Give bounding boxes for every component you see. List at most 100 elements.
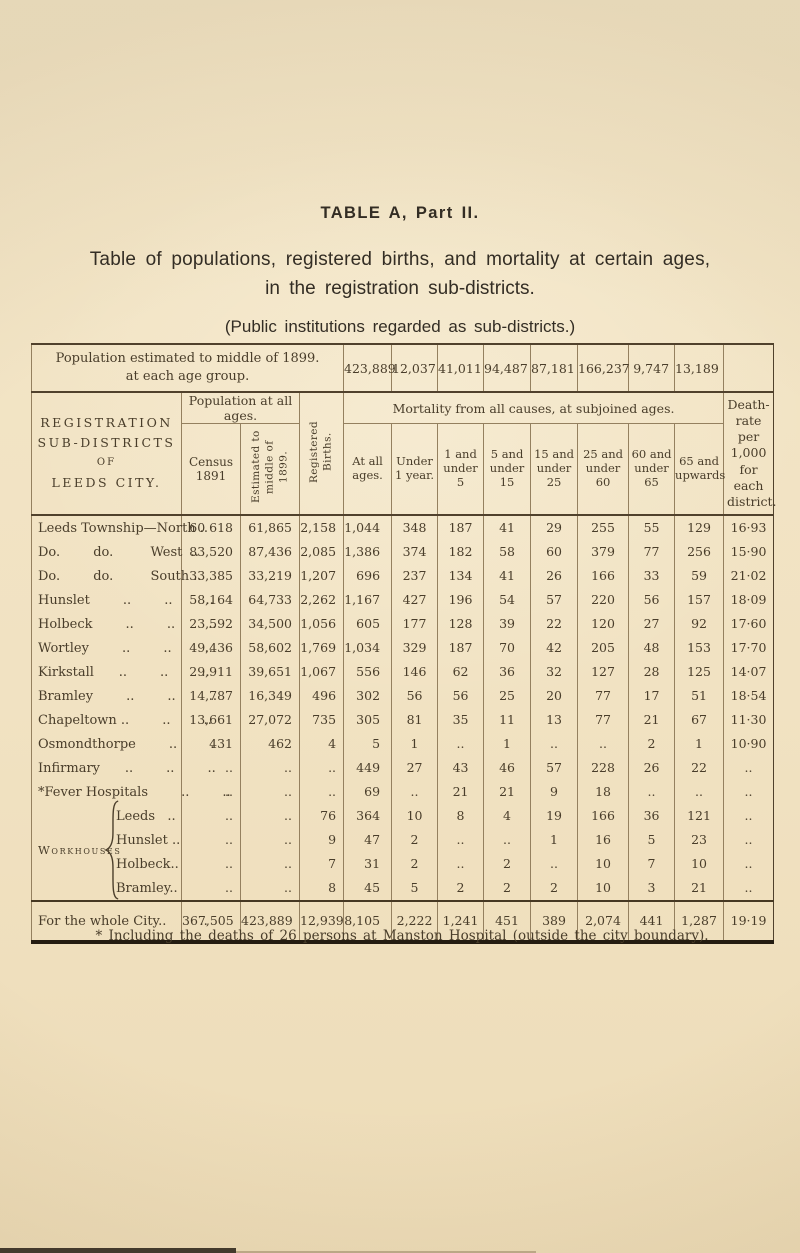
- cell-deaths-1-under-5: 8: [437, 803, 484, 828]
- header-mortality-group: Mortality from all causes, at subjoined …: [343, 392, 724, 424]
- cell-census-1891: ..: [181, 803, 241, 828]
- cell-deaths-all-ages: 696: [343, 563, 392, 588]
- cell-deaths-15-under-25: 32: [530, 659, 578, 684]
- cell-deaths-5-under-15: 39: [483, 611, 531, 636]
- cell-estimated-1899: 61,865: [240, 514, 300, 540]
- cell-deaths-25-under-60: 220: [577, 587, 629, 612]
- district-label-text: Wortley .. .. ..: [38, 640, 213, 656]
- cell-district-label: Bramley .. .. ..: [31, 683, 217, 708]
- table-row: Workhouses Leeds .. .. .. 76 364 10 8 4 …: [31, 800, 774, 900]
- district-label-text: Holbeck..: [116, 856, 179, 872]
- cell-estimated-1899: 39,651: [240, 659, 300, 684]
- cell-district-label: Do. do. West ..: [31, 539, 199, 564]
- cell-deaths-60-under-65: 36: [628, 803, 675, 828]
- cell-deaths-65-upwards: 121: [674, 803, 724, 828]
- cell-census-1891: 23,592: [181, 611, 241, 636]
- cell-deaths-65-upwards: 153: [674, 635, 724, 660]
- district-label-text: Hunslet .. .. ..: [38, 592, 214, 608]
- cell-deaths-60-under-65: 17: [628, 683, 675, 708]
- cell-estimated-1899: 27,072: [240, 707, 300, 732]
- table-row: Bramley .. .. .. 14,787 16,349 496 302 5…: [31, 683, 774, 708]
- table-row: Holbeck.. .. .. 7 31 2 .. 2 .. 10 7 10 .…: [31, 851, 774, 876]
- district-label-text: Leeds Township—North ..: [38, 520, 209, 536]
- registered-births-rotated-text: Registered Births.: [307, 420, 334, 483]
- cell-deaths-under-1: 329: [391, 635, 438, 660]
- cell-registered-births: 8: [298, 875, 344, 901]
- header-age-25-under-60: 25 and under 60: [577, 423, 629, 516]
- cell-registered-births: 2,158: [298, 514, 344, 540]
- cell-deaths-all-ages: 1,386: [343, 539, 392, 564]
- cell-death-rate: ..: [723, 851, 774, 876]
- cell-census-1891: ..: [181, 827, 241, 852]
- cell-deaths-all-ages: 364: [343, 803, 392, 828]
- cell-estimated-1899: 33,219: [240, 563, 300, 588]
- cell-deaths-60-under-65: 56: [628, 587, 675, 612]
- header-age-under-1: Under 1 year.: [391, 423, 438, 516]
- cell-district-label: Holbeck .. .. ..: [31, 611, 216, 636]
- cell-registered-births: 2,085: [298, 539, 344, 564]
- cell-registered-births: 4: [298, 731, 344, 756]
- cell-deaths-all-ages: 605: [343, 611, 392, 636]
- district-label-text: Hunslet ..: [116, 832, 181, 848]
- cell-deaths-1-under-5: 196: [437, 587, 484, 612]
- cell-deaths-all-ages: 556: [343, 659, 392, 684]
- cell-total-deaths-1-under-5: 1,241: [437, 899, 484, 942]
- cell-deaths-15-under-25: 29: [530, 514, 578, 540]
- cell-deaths-1-under-5: 43: [437, 755, 484, 780]
- cell-death-rate: 16·93: [723, 514, 774, 540]
- cell-district-label: Infirmary .. .. ..: [31, 755, 216, 780]
- header-estimated-1899: Estimated to middle of 1899.: [240, 423, 300, 516]
- cell-deaths-5-under-15: 11: [483, 707, 531, 732]
- cell-district-label: Hunslet .. .. ..: [31, 587, 214, 612]
- table-row: Kirkstall .. .. .. 29,911 39,651 1,067 5…: [31, 659, 774, 684]
- cell-total-census: 367,505: [181, 899, 241, 942]
- cell-deaths-1-under-5: 2: [437, 875, 484, 901]
- cell-estimated-1899: 16,349: [240, 683, 300, 708]
- cell-deaths-15-under-25: 57: [530, 587, 578, 612]
- cell-census-1891: 83,520: [181, 539, 241, 564]
- cell-deaths-15-under-25: ..: [530, 851, 578, 876]
- cell-deaths-under-1: 56: [391, 683, 438, 708]
- cell-deaths-15-under-25: 13: [530, 707, 578, 732]
- district-label-text: Do. do. South ..: [38, 568, 202, 584]
- cell-registered-births: 1,067: [298, 659, 344, 684]
- cell-estimated-1899: ..: [240, 827, 300, 852]
- cell-deaths-60-under-65: 3: [628, 875, 675, 901]
- cell-deaths-60-under-65: 48: [628, 635, 675, 660]
- cell-estimated-1899: 58,602: [240, 635, 300, 660]
- cell-deaths-60-under-65: 77: [628, 539, 675, 564]
- cell-deaths-1-under-5: 187: [437, 514, 484, 540]
- cell-deaths-1-under-5: 56: [437, 683, 484, 708]
- cell-deaths-25-under-60: 228: [577, 755, 629, 780]
- cell-deaths-under-1: 177: [391, 611, 438, 636]
- table-row: Bramley.. .. .. 8 45 5 2 2 2 10 3 21 ..: [31, 875, 774, 901]
- estimated-rotated-text: Estimated to middle of 1899.: [249, 430, 289, 504]
- cell-deaths-25-under-60: 18: [577, 779, 629, 804]
- cell-deaths-all-ages: 1,167: [343, 587, 392, 612]
- cell-deaths-all-ages: 1,034: [343, 635, 392, 660]
- cell-census-1891: 60 618: [181, 514, 241, 540]
- cell-total-deaths-65-upwards: 1,287: [674, 899, 724, 942]
- pop-under-1: 12,037: [391, 344, 438, 393]
- cell-death-rate: ..: [723, 827, 774, 852]
- pop-at-all-ages: 423,889: [343, 344, 396, 393]
- header-age-1-under-5: 1 and under 5: [437, 423, 484, 516]
- cell-deaths-15-under-25: 20: [530, 683, 578, 708]
- cell-total-deaths-under-1: 2,222: [391, 899, 438, 942]
- cell-district-label: Wortley .. .. ..: [31, 635, 213, 660]
- header-age-5-under-15: 5 and under 15: [483, 423, 531, 516]
- cell-deaths-all-ages: 45: [343, 875, 392, 901]
- cell-deaths-25-under-60: 166: [577, 803, 629, 828]
- cell-deaths-1-under-5: 134: [437, 563, 484, 588]
- cell-deaths-under-1: 237: [391, 563, 438, 588]
- cell-death-rate: 18·54: [723, 683, 774, 708]
- cell-district-label: Osmondthorpe .. .: [31, 731, 214, 756]
- cell-deaths-25-under-60: 16: [577, 827, 629, 852]
- cell-estimated-1899: 462: [240, 731, 300, 756]
- cell-registered-births: ..: [298, 755, 344, 780]
- district-label-text: *Fever Hospitals .. ..: [38, 784, 231, 800]
- cell-district-label: Chapeltown .. .. ..: [31, 707, 212, 732]
- cell-deaths-5-under-15: 36: [483, 659, 531, 684]
- cell-deaths-15-under-25: 22: [530, 611, 578, 636]
